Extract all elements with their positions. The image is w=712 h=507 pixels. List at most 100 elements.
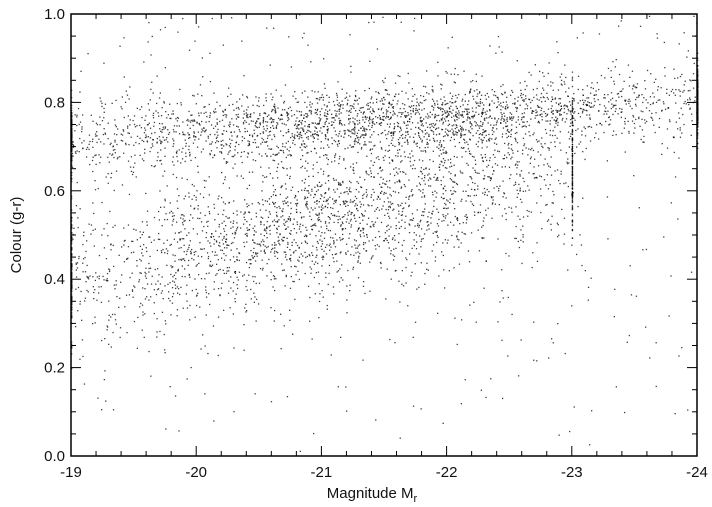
scatter-point [493,187,495,189]
scatter-point [554,126,556,128]
scatter-point [479,102,481,105]
scatter-point [393,168,395,170]
scatter-point [545,115,547,118]
scatter-point [287,117,289,119]
scatter-point [71,131,73,133]
scatter-point [162,298,164,300]
scatter-point [544,143,546,145]
scatter-point [247,113,249,116]
scatter-point [384,214,386,216]
scatter-point [385,192,387,194]
scatter-point [284,228,287,230]
scatter-point [314,293,316,295]
scatter-point [264,141,266,143]
scatter-point [540,195,542,197]
scatter-point [615,100,617,102]
scatter-point [295,266,297,268]
scatter-point [71,148,73,150]
scatter-point [422,211,424,213]
scatter-point [444,100,446,102]
scatter-point [340,184,342,186]
scatter-point [164,198,166,200]
scatter-point [87,291,89,293]
scatter-point [400,214,402,216]
scatter-point [289,218,291,220]
scatter-point [372,122,374,124]
scatter-point [473,194,475,197]
scatter-point [335,179,337,181]
scatter-point [164,349,166,351]
scatter-point [114,124,117,126]
scatter-point [697,77,699,79]
scatter-point [571,130,574,132]
scatter-point [230,249,232,251]
scatter-point [407,143,409,145]
scatter-point [246,130,248,132]
scatter-point [352,146,354,148]
scatter-point [580,108,582,110]
scatter-point [692,87,695,89]
scatter-point [390,203,392,205]
scatter-point [320,245,322,247]
scatter-point [369,122,371,124]
scatter-point [125,294,128,296]
scatter-point [260,233,262,235]
scatter-point [477,105,479,107]
scatter-point [436,208,438,210]
scatter-point [116,143,118,146]
scatter-point [301,144,303,146]
scatter-point [184,276,186,278]
scatter-point [369,261,371,263]
scatter-point [339,184,341,186]
scatter-point [200,134,202,136]
scatter-point [456,217,458,219]
scatter-point [453,81,455,83]
scatter-point [572,108,575,110]
scatter-point [349,190,351,193]
scatter-point [76,181,78,184]
scatter-point [141,106,143,108]
scatter-point [221,152,223,154]
scatter-point [199,212,202,214]
scatter-point [235,293,237,295]
scatter-point [376,122,378,124]
scatter-point [324,222,327,224]
scatter-point [475,163,477,165]
scatter-point [448,130,450,133]
scatter-point [522,116,524,118]
scatter-point [302,224,304,227]
scatter-point [445,190,447,192]
scatter-point [158,122,161,125]
scatter-point [571,170,574,172]
scatter-point [466,216,468,219]
scatter-point [321,265,323,267]
scatter-point [683,89,685,92]
scatter-point [689,99,691,101]
scatter-point [262,117,265,119]
scatter-point [253,255,256,258]
scatter-point [191,257,193,260]
scatter-point [514,103,516,105]
scatter-point [289,175,291,178]
scatter-point [553,119,555,121]
scatter-point [249,114,252,116]
scatter-point [197,208,199,210]
scatter-point [282,240,285,242]
scatter-point [90,233,92,235]
scatter-point [444,202,446,205]
scatter-point [684,80,686,82]
scatter-point [242,123,245,125]
scatter-point [386,93,389,95]
scatter-point [114,288,116,290]
scatter-point [350,213,352,216]
scatter-point [510,148,513,150]
scatter-point [574,119,576,121]
scatter-point [517,150,519,152]
scatter-point [103,111,105,113]
scatter-point [331,121,333,123]
scatter-point [444,120,447,122]
scatter-point [454,67,456,70]
scatter-point [308,175,310,178]
scatter-point [249,134,251,136]
scatter-point [83,235,85,237]
